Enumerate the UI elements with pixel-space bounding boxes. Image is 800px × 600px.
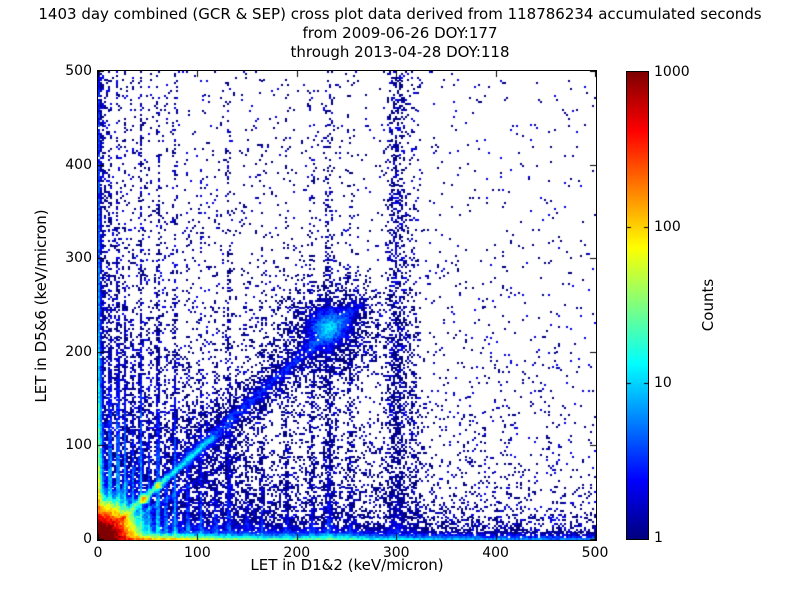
x-tick-label: 500 (581, 545, 609, 561)
chart-title: 1403 day combined (GCR & SEP) cross plot… (38, 5, 762, 23)
x-tick-label: 200 (283, 545, 311, 561)
x-axis-label: LET in D1&2 (keV/micron) (250, 556, 444, 574)
y-tick-label: 0 (83, 531, 92, 547)
y-tick-label: 400 (65, 156, 92, 173)
chart-subtitle-from: from 2009-06-26 DOY:177 (302, 24, 498, 42)
y-tick-label: 500 (65, 63, 92, 79)
colorbar-tick-label: 10 (654, 374, 672, 391)
y-tick-label: 100 (65, 437, 92, 454)
x-tick-label: 400 (482, 545, 509, 561)
x-tick-label: 0 (93, 545, 103, 561)
colorbar-gradient-canvas (627, 72, 648, 539)
colorbar-tick-label: 1000 (654, 64, 690, 80)
x-tick-label: 300 (382, 545, 410, 561)
colorbar-tick-label: 100 (654, 219, 681, 236)
x-tick-label: 100 (184, 545, 211, 561)
colorbar-tick-label: 1 (654, 530, 663, 546)
title-block: 1403 day combined (GCR & SEP) cross plot… (0, 5, 800, 62)
y-axis-label: LET in D5&6 (keV/micron) (32, 209, 50, 403)
scatter-heatmap-canvas (98, 71, 596, 540)
chart-subtitle-through: through 2013-04-28 DOY:118 (290, 43, 510, 61)
colorbar (626, 71, 649, 540)
plot-area (97, 70, 597, 541)
y-tick-label: 200 (65, 343, 92, 360)
colorbar-label: Counts (699, 278, 717, 332)
y-tick-label: 300 (65, 250, 92, 267)
